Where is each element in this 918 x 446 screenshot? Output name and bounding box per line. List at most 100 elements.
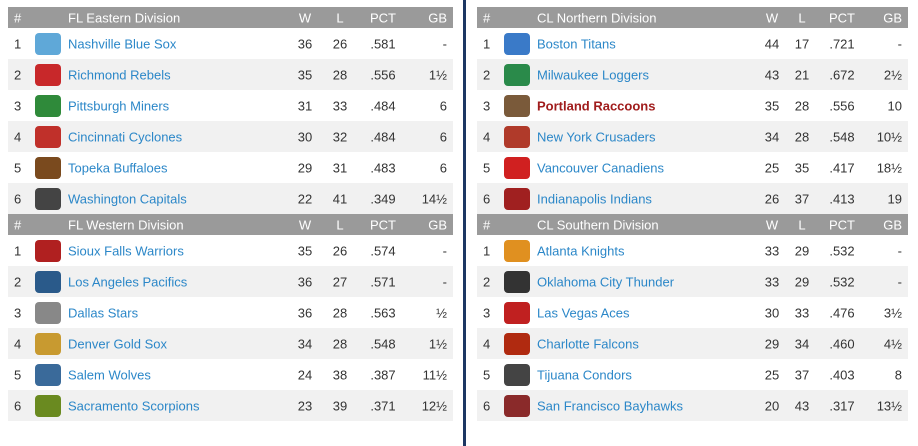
rank: 4 — [483, 129, 491, 144]
table-row: 3 Pittsburgh Miners 31 33 .484 6 — [8, 90, 453, 121]
losses: 29 — [794, 274, 810, 289]
table-row: 1 Sioux Falls Warriors 35 26 .574 - — [8, 235, 453, 266]
games-back: ½ — [436, 305, 447, 320]
table-row: 1 Boston Titans 44 17 .721 - — [477, 28, 908, 59]
team-link[interactable]: Sioux Falls Warriors — [68, 243, 184, 258]
team-link[interactable]: Sacramento Scorpions — [68, 398, 200, 413]
team-link[interactable]: Portland Raccoons — [537, 98, 656, 113]
rank-header: # — [14, 10, 22, 25]
rank: 4 — [483, 336, 491, 351]
division-title: FL Western Division — [68, 217, 184, 232]
wins: 29 — [764, 336, 780, 351]
team-logo-icon[interactable] — [504, 63, 530, 86]
wins: 22 — [297, 191, 313, 206]
win-pct: .721 — [829, 36, 855, 51]
wins-header: W — [298, 10, 312, 25]
games-back: 12½ — [421, 398, 447, 413]
team-logo-icon[interactable] — [35, 270, 61, 293]
wins: 26 — [764, 191, 780, 206]
games-back: 19 — [887, 191, 902, 206]
losses: 39 — [332, 398, 348, 413]
team-link[interactable]: Dallas Stars — [68, 305, 139, 320]
games-back: 10 — [887, 98, 902, 113]
team-logo-icon[interactable] — [504, 94, 530, 117]
games-back: - — [897, 274, 902, 289]
team-link[interactable]: Washington Capitals — [68, 191, 187, 206]
team-link[interactable]: Charlotte Falcons — [537, 336, 639, 351]
rank: 6 — [483, 191, 491, 206]
division-title: FL Eastern Division — [68, 10, 181, 25]
team-logo-icon[interactable] — [504, 32, 530, 55]
pct-header: PCT — [829, 217, 855, 232]
wins: 43 — [764, 67, 780, 82]
team-link[interactable]: Richmond Rebels — [68, 67, 171, 82]
games-back: - — [442, 243, 447, 258]
team-logo-icon[interactable] — [504, 394, 530, 417]
team-link[interactable]: Boston Titans — [537, 36, 616, 51]
rank: 1 — [483, 243, 491, 258]
team-logo-icon[interactable] — [35, 32, 61, 55]
games-back: 11½ — [422, 367, 447, 382]
games-back: 13½ — [876, 398, 902, 413]
wins: 34 — [297, 336, 313, 351]
team-logo-icon[interactable] — [35, 363, 61, 386]
team-link[interactable]: Atlanta Knights — [537, 243, 625, 258]
games-back: 1½ — [428, 67, 447, 82]
team-link[interactable]: New York Crusaders — [537, 129, 656, 144]
wins-header: W — [765, 217, 779, 232]
left-standings-panel: # FL Eastern Division W L PCT GB 1 Nashville Bl… — [8, 7, 453, 421]
table-row: 3 Portland Raccoons 35 28 .556 10 — [477, 90, 908, 121]
team-link[interactable]: Indianapolis Indians — [537, 191, 652, 206]
team-logo-icon[interactable] — [504, 301, 530, 324]
team-link[interactable]: Las Vegas Aces — [537, 305, 630, 320]
wins: 35 — [297, 243, 313, 258]
division-table: 1 Boston Titans 44 17 .721 - 2 Milwaukee Logger… — [477, 28, 908, 214]
team-link[interactable]: Salem Wolves — [68, 367, 151, 382]
team-logo-icon[interactable] — [35, 332, 61, 355]
team-link[interactable]: Tijuana Condors — [537, 367, 632, 382]
wins-header: W — [298, 217, 312, 232]
team-logo-icon[interactable] — [35, 63, 61, 86]
team-link[interactable]: Vancouver Canadiens — [537, 160, 664, 175]
team-logo-icon[interactable] — [504, 363, 530, 386]
table-row: 1 Nashville Blue Sox 36 26 .581 - — [8, 28, 453, 59]
division-title: CL Southern Division — [537, 217, 659, 232]
win-pct: .672 — [829, 67, 855, 82]
team-logo-icon[interactable] — [504, 125, 530, 148]
table-row: 4 Cincinnati Cyclones 30 32 .484 6 — [8, 121, 453, 152]
team-link[interactable]: Milwaukee Loggers — [537, 67, 650, 82]
team-logo-icon[interactable] — [504, 270, 530, 293]
team-logo-icon[interactable] — [35, 125, 61, 148]
division-table: 1 Nashville Blue Sox 36 26.581-2 Richmond Re… — [8, 28, 453, 214]
table-row: 1 Atlanta Knights 33 29 .532 - — [477, 235, 908, 266]
games-back: 4½ — [883, 336, 902, 351]
team-logo-icon[interactable] — [35, 394, 61, 417]
team-link[interactable]: Cincinnati Cyclones — [68, 129, 183, 144]
losses: 29 — [794, 243, 810, 258]
team-link[interactable]: Oklahoma City Thunder — [537, 274, 675, 289]
team-link[interactable]: Pittsburgh Miners — [68, 98, 170, 113]
team-logo-icon[interactable] — [504, 332, 530, 355]
team-logo-icon[interactable] — [35, 94, 61, 117]
team-link[interactable]: Nashville Blue Sox — [68, 36, 177, 51]
rank: 1 — [14, 243, 22, 258]
team-link[interactable]: Los Angeles Pacifics — [68, 274, 188, 289]
losses-header: L — [798, 217, 806, 232]
team-link[interactable]: Topeka Buffaloes — [68, 160, 168, 175]
rank: 2 — [14, 274, 22, 289]
team-link[interactable]: Denver Gold Sox — [68, 336, 167, 351]
team-link[interactable]: San Francisco Bayhawks — [537, 398, 683, 413]
team-logo-icon[interactable] — [504, 239, 530, 262]
team-logo-icon[interactable] — [35, 239, 61, 262]
team-logo-icon[interactable] — [504, 187, 530, 210]
rank: 5 — [14, 160, 22, 175]
wins: 30 — [297, 129, 313, 144]
team-logo-icon[interactable] — [35, 187, 61, 210]
team-logo-icon[interactable] — [35, 156, 61, 179]
team-logo-icon[interactable] — [504, 156, 530, 179]
losses-header: L — [336, 10, 344, 25]
team-logo-icon[interactable] — [35, 301, 61, 324]
games-back: 14½ — [421, 191, 447, 206]
losses: 43 — [794, 398, 810, 413]
losses: 28 — [794, 129, 810, 144]
